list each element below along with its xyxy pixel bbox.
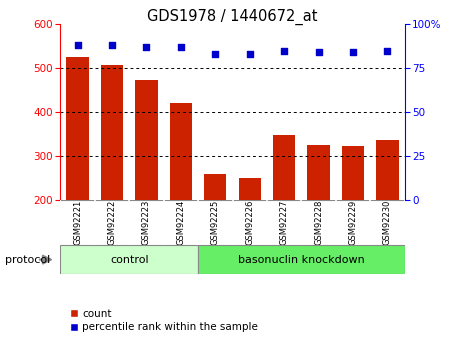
Point (315, 50, 322, 55)
Text: GSM92223: GSM92223 (142, 200, 151, 245)
Text: GSM92221: GSM92221 (73, 200, 82, 245)
Bar (307, 145, 330, 200)
Text: GSM92227: GSM92227 (279, 200, 289, 245)
Text: basonuclin knockdown: basonuclin knockdown (238, 255, 365, 265)
Bar (101, 65, 123, 200)
Bar (198, 245, 405, 274)
Bar (342, 146, 364, 200)
Text: GSM92226: GSM92226 (245, 200, 254, 245)
Bar (66, 57, 89, 200)
Text: GSM92224: GSM92224 (176, 200, 186, 245)
Text: GSM92229: GSM92229 (348, 200, 358, 245)
Text: GSM92228: GSM92228 (314, 200, 323, 245)
Bar (239, 178, 261, 200)
Text: control: control (110, 255, 149, 265)
Point (177, 44, 185, 50)
Bar (376, 140, 399, 200)
Text: GSM92222: GSM92222 (107, 200, 117, 245)
Bar (204, 174, 226, 200)
Text: GSM92230: GSM92230 (383, 200, 392, 245)
Point (384, 48, 391, 53)
Point (108, 42, 116, 48)
Legend: count, percentile rank within the sample: count, percentile rank within the sample (66, 305, 262, 336)
Text: GDS1978 / 1440672_at: GDS1978 / 1440672_at (147, 9, 318, 25)
Point (74, 42, 81, 48)
Point (246, 51, 253, 57)
Bar (60, 245, 198, 274)
Text: GSM92225: GSM92225 (211, 200, 220, 245)
Bar (135, 80, 158, 200)
Point (212, 51, 219, 57)
Point (143, 44, 150, 50)
Text: protocol: protocol (5, 255, 50, 265)
Point (280, 48, 288, 53)
Bar (170, 104, 192, 200)
Bar (273, 136, 295, 200)
Point (349, 50, 357, 55)
